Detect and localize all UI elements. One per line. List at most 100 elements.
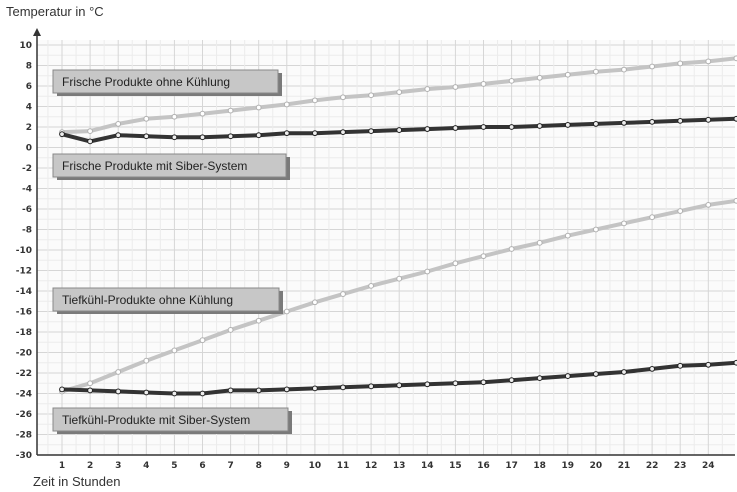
data-point	[143, 133, 150, 140]
y-tick-label: -4	[22, 185, 32, 195]
data-point	[424, 381, 431, 388]
data-point	[733, 55, 737, 62]
y-tick-label: -28	[16, 431, 32, 441]
y-tick-label: 4	[26, 103, 32, 113]
x-tick-label: 20	[590, 461, 603, 471]
data-point	[593, 371, 599, 377]
data-point	[424, 126, 431, 132]
x-tick-label: 8	[256, 461, 262, 471]
data-point	[227, 387, 234, 394]
data-point	[283, 308, 290, 315]
annotation-text: Tiefkühl-Produkte mit Siber-System	[62, 413, 250, 427]
y-axis-arrow	[33, 28, 41, 36]
data-point	[677, 60, 684, 67]
data-point	[368, 383, 375, 390]
data-point	[480, 253, 487, 260]
data-point	[171, 113, 178, 120]
x-tick-label: 2	[87, 461, 93, 471]
data-point	[621, 220, 627, 227]
data-point	[171, 134, 178, 141]
y-tick-label: -22	[16, 369, 32, 379]
data-point	[255, 387, 262, 394]
x-tick-label: 13	[393, 461, 406, 471]
data-point	[677, 117, 684, 124]
data-point	[733, 115, 737, 122]
axes	[33, 28, 735, 456]
x-tick-label: 21	[618, 461, 631, 471]
data-point	[733, 359, 737, 366]
data-point	[649, 63, 655, 70]
annotation-text: Frische Produkte mit Siber-System	[62, 159, 247, 173]
data-point	[340, 129, 346, 136]
data-point	[480, 379, 487, 386]
data-point	[564, 122, 571, 128]
data-point	[649, 214, 655, 221]
data-point	[536, 239, 543, 246]
y-tick-label: -18	[16, 328, 32, 338]
data-point	[255, 317, 262, 324]
y-tick-labels: 10 8 6 4 2 0 -2 -4 -6 -8 -10 -12 -14 -16 -18 -20 -22 -24 -…	[16, 41, 32, 461]
data-point	[368, 92, 375, 99]
annotation-tiefkuehl-mit: Tiefkühl-Produkte mit Siber-System	[52, 407, 292, 434]
x-tick-labels: 1 2 3 4 5 6 7 8 9 10 11 12 13 14 15 16 17 18 19 20 21 22 23 24	[59, 461, 715, 471]
data-point	[283, 130, 290, 137]
y-tick-label: -8	[22, 226, 32, 236]
x-tick-label: 9	[284, 461, 290, 471]
data-point	[59, 131, 65, 138]
x-tick-label: 12	[365, 461, 378, 471]
data-point	[143, 389, 150, 396]
data-point	[452, 125, 459, 131]
data-point	[705, 361, 712, 368]
x-tick-label: 7	[227, 461, 233, 471]
x-tick-label: 19	[562, 461, 575, 471]
data-point	[677, 208, 684, 214]
data-point	[199, 337, 206, 344]
data-point	[59, 386, 65, 393]
data-point	[396, 382, 403, 389]
data-point	[87, 138, 93, 145]
x-tick-label: 3	[115, 461, 121, 471]
data-point	[87, 128, 93, 135]
data-point	[396, 89, 403, 96]
x-tick-label: 10	[309, 461, 322, 471]
x-tick-label: 6	[199, 461, 205, 471]
data-point	[312, 130, 318, 137]
gridlines	[37, 40, 735, 456]
data-point	[733, 197, 737, 204]
data-point	[424, 86, 431, 92]
data-point	[649, 118, 655, 125]
y-axis-label: Temperatur in °C	[6, 4, 104, 19]
data-point	[340, 291, 346, 297]
data-point	[87, 387, 93, 394]
x-axis-label: Zeit in Stunden	[33, 474, 121, 489]
data-point	[312, 385, 318, 392]
data-point	[115, 121, 122, 127]
data-point	[396, 127, 403, 133]
data-point	[368, 282, 375, 289]
x-tick-label: 1	[59, 461, 65, 471]
data-point	[536, 123, 543, 129]
data-point	[87, 380, 93, 387]
y-tick-label: -6	[22, 205, 32, 215]
y-tick-label: -14	[16, 287, 32, 297]
y-tick-label: -2	[22, 164, 32, 174]
data-point	[564, 373, 571, 379]
data-point	[593, 226, 599, 233]
x-tick-label: 18	[533, 461, 546, 471]
data-point	[705, 116, 712, 123]
data-point	[705, 202, 712, 208]
y-tick-label: 10	[19, 41, 32, 51]
data-point	[508, 77, 515, 84]
annotation-frisch-ohne: Frische Produkte ohne Kühlung	[52, 69, 282, 96]
annotation-frisch-mit: Frische Produkte mit Siber-System	[52, 153, 290, 180]
x-tick-label: 23	[674, 461, 687, 471]
x-tick-label: 14	[421, 461, 434, 471]
y-tick-label: 2	[26, 123, 32, 133]
data-point	[227, 327, 234, 333]
data-point	[705, 58, 712, 65]
y-tick-label: -20	[16, 349, 32, 359]
data-point	[171, 347, 178, 354]
data-point	[564, 232, 571, 239]
data-point	[312, 299, 318, 306]
